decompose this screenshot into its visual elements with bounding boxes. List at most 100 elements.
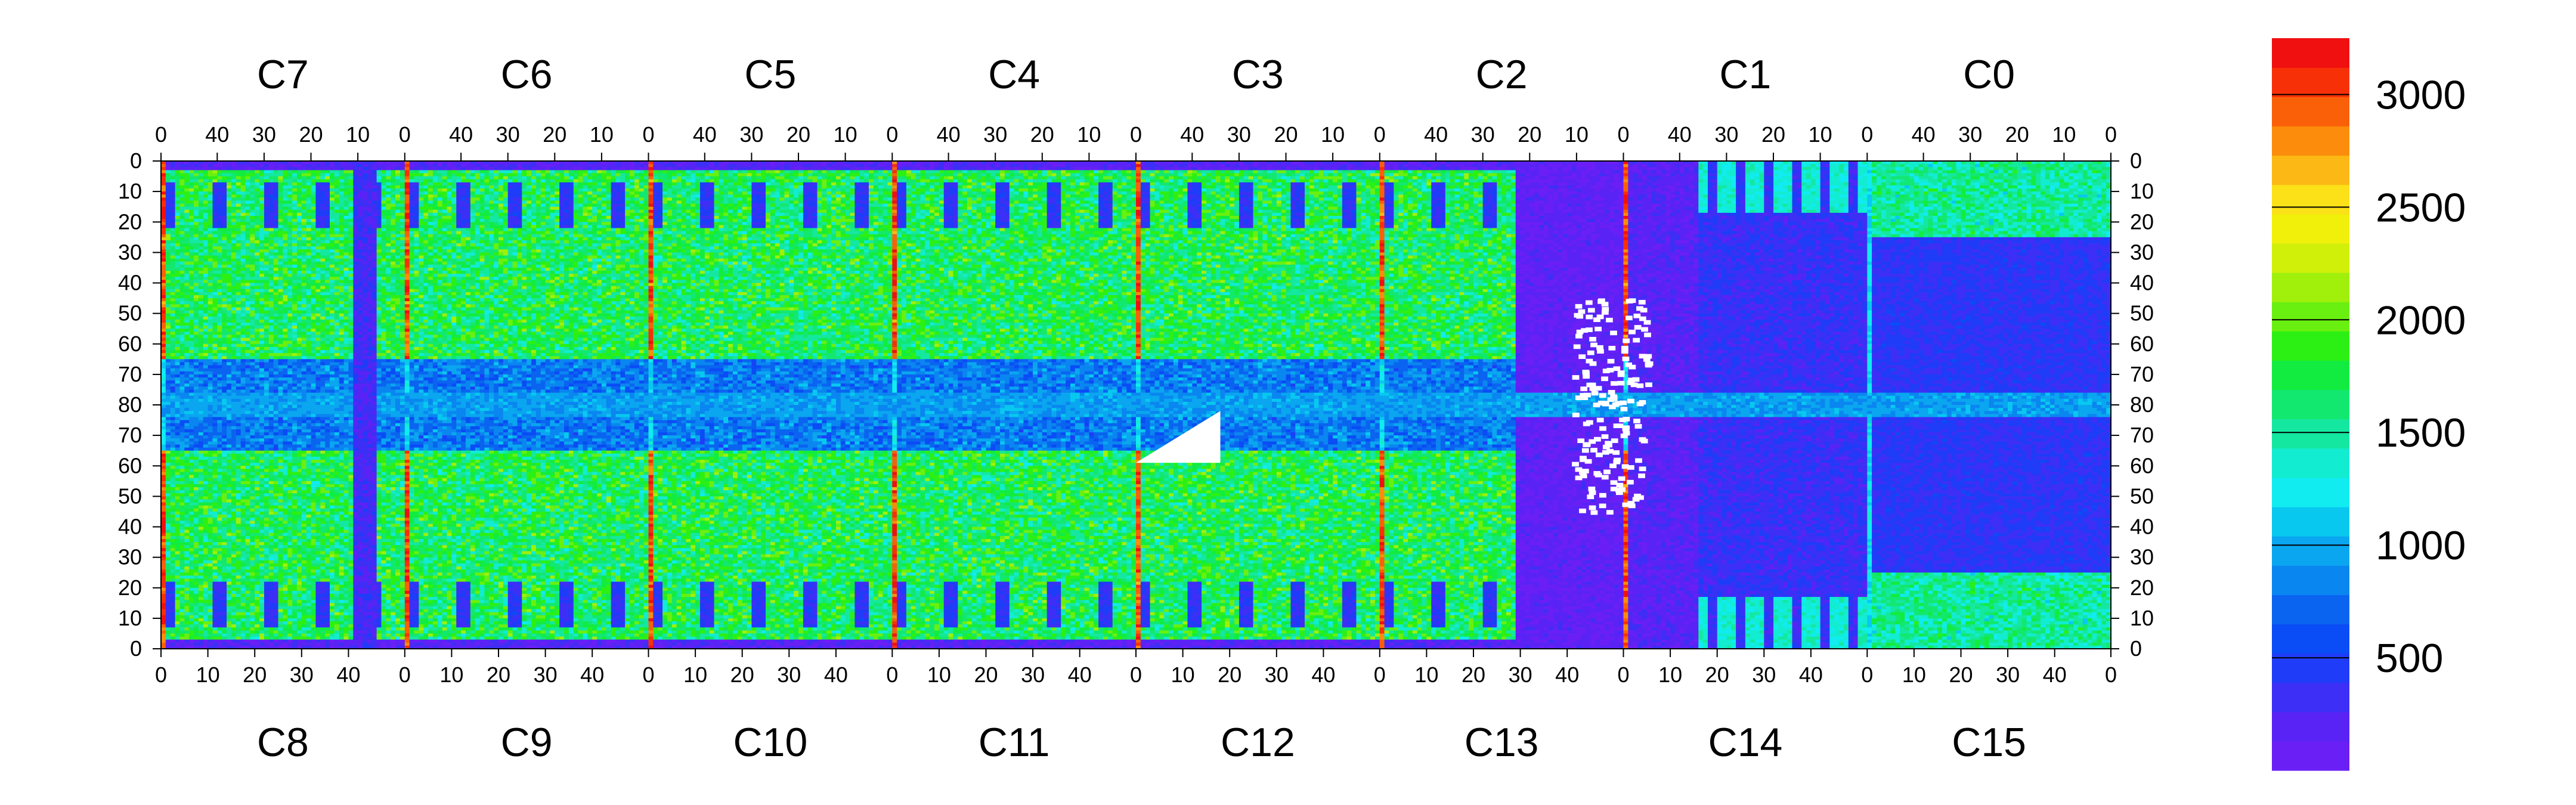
heatmap-cell-run [990,176,996,180]
heatmap-cell-run [1736,191,1741,195]
heatmap-cell-run [1159,200,1165,205]
heatmap-cell-run [1506,170,1516,174]
heatmap-cell-run [1164,170,1169,174]
heatmap-cell-run [625,191,630,195]
heatmap-cell-run [367,176,377,180]
heatmap-cell-run [1801,194,1821,198]
heatmap-cell-run [794,206,799,210]
heatmap-cell-run [259,191,265,195]
heatmap-cell-run [1885,200,1896,205]
heatmap-cell-run [1497,173,1502,177]
heatmap-cell-run [1722,173,1727,177]
heatmap-cell-run [597,182,602,186]
heatmap-cell-run [334,161,340,165]
heatmap-cell-run [737,170,743,174]
heatmap-cell-run [1202,170,1212,174]
heatmap-cell-run [1497,164,1502,168]
heatmap-cell-run [1220,191,1225,195]
heatmap-cell-run [1037,170,1043,174]
heatmap-cell-run [456,173,466,177]
heatmap-cell-run [428,173,434,177]
heatmap-cell-run [1454,167,1460,171]
heatmap-cell-run [671,200,677,205]
heatmap-cell-run [292,176,298,180]
heatmap-cell-run [1492,203,1497,208]
heatmap-cell-run [1885,176,1891,180]
heatmap-cell-run [2031,197,2036,202]
heatmap-cell-run [1843,170,1849,174]
heatmap-cell-run [273,167,279,171]
heatmap-cell-run [245,185,250,189]
heatmap-cell-run [990,185,996,189]
heatmap-cell-run [231,161,237,165]
heatmap-cell-run [400,173,405,177]
heatmap-cell-run [2101,176,2107,180]
heatmap-cell-run [1510,182,1516,186]
heatmap-cell-run [1051,170,1061,174]
heatmap-cell-run [1197,164,1207,168]
heatmap-cell-run [1628,188,1648,192]
heatmap-cell-run [371,194,377,198]
heatmap-cell-run [1422,194,1427,198]
heatmap-cell-run [939,197,945,202]
heatmap-cell-run [1445,164,1451,168]
heatmap-cell-run [873,185,879,189]
heatmap-cell-run [2087,170,2093,174]
heatmap-cell-run [559,188,565,192]
heatmap-cell-run [1328,185,1338,189]
heatmap-cell-run [1703,170,1708,174]
heatmap-cell-run [306,176,312,180]
heatmap-cell-run [662,170,668,174]
heatmap-cell-run [203,164,209,168]
heatmap-cell-run [1318,188,1329,192]
heatmap-cell-run [1872,200,1877,205]
heatmap-cell-run [278,206,283,210]
heatmap-cell-run [794,188,804,192]
heatmap-cell-run [578,182,588,186]
heatmap-cell-run [1089,200,1094,205]
heatmap-cell-run [925,167,930,171]
heatmap-cell-run [1304,203,1310,208]
heatmap-cell-run [236,194,242,198]
heatmap-cell-run [2021,191,2027,195]
heatmap-cell-run [747,185,753,189]
heatmap-cell-run [887,173,893,177]
heatmap-cell-run [1487,179,1493,183]
heatmap-cell-run [1262,179,1272,183]
heatmap-cell-run [615,173,621,177]
heatmap-cell-run [1970,176,1980,180]
heatmap-cell-run [756,182,766,186]
heatmap-cell-run [494,170,499,174]
heatmap-cell-run [606,206,612,210]
heatmap-cell-run [868,206,879,210]
heatmap-cell-run [2045,167,2055,171]
heatmap-cell-run [1890,185,1896,189]
heatmap-cell-run [1300,194,1305,198]
heatmap-cell-run [1909,185,1915,189]
heatmap-cell-run [2049,203,2060,208]
heatmap-cell-run [1117,173,1123,177]
heatmap-cell-run [676,182,682,186]
heatmap-cell-run [1853,176,1859,180]
heatmap-cell-run [2003,188,2008,192]
heatmap-cell-run [1098,176,1104,180]
heatmap-cell-run [1628,176,1633,180]
heatmap-cell-run [1225,176,1230,180]
heatmap-cell-run [1923,200,1929,205]
heatmap-cell-run [1993,176,2004,180]
heatmap-cell-run [227,206,242,210]
heatmap-cell-run [1070,173,1076,177]
heatmap-cell-run [268,170,274,174]
heatmap-cell-run [1122,173,1132,177]
heatmap-cell-run [1801,197,1816,202]
heatmap-cell-run [376,185,382,189]
heatmap-cell-run [1975,161,1980,165]
heatmap-cell-run [423,182,429,186]
heatmap-cell-run [1965,182,1971,186]
heatmap-cell-run [583,194,593,198]
heatmap-cell-run [1853,194,1859,198]
heatmap-cell-run [198,173,204,177]
heatmap-cell-run [1698,203,1708,208]
heatmap-cell-run [1046,176,1057,180]
heatmap-cell-run [329,185,335,189]
